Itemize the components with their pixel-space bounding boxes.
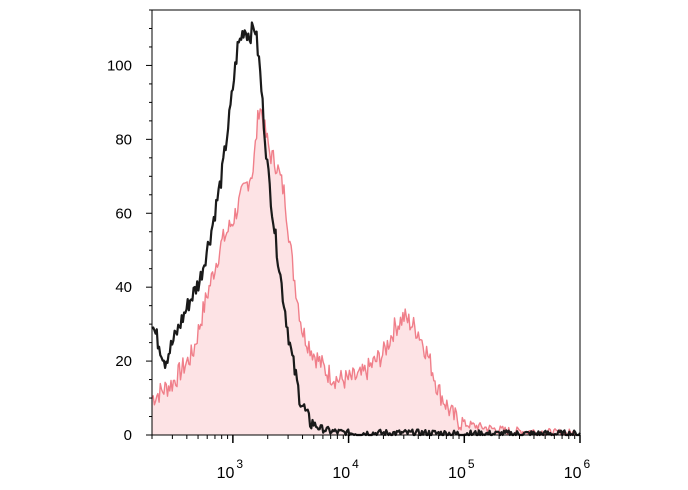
x-tick-label: 103: [217, 457, 244, 482]
series-0-fill: [152, 108, 580, 436]
plot-frame: [151, 9, 581, 436]
y-tick-label: 100: [107, 57, 132, 74]
x-tick-label: 105: [448, 457, 475, 482]
x-tick-label: 106: [564, 457, 591, 482]
series-0-line: [151, 108, 581, 436]
y-tick-label: 60: [115, 205, 132, 222]
y-tick-label: 40: [115, 279, 132, 296]
x-tick-label: 104: [332, 457, 359, 482]
series-layer: [151, 21, 581, 437]
y-tick-label: 0: [124, 427, 132, 444]
axis-layer: 0 20 40 60 80 100 103 104 105 106: [107, 9, 591, 482]
y-tick-label: 80: [115, 131, 132, 148]
y-tick-label: 20: [115, 353, 132, 370]
